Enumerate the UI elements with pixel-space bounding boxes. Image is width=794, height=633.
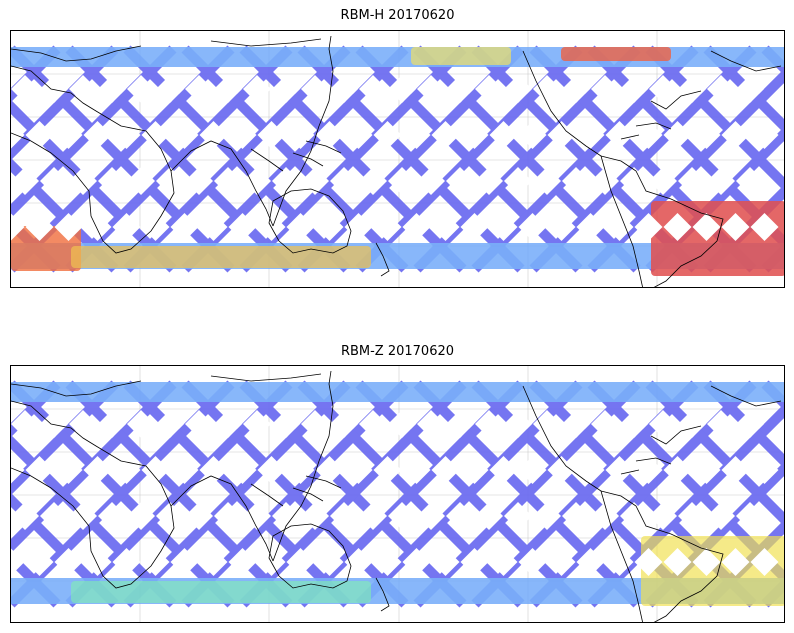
map-panel-top <box>10 30 785 288</box>
map-svg-bottom <box>11 366 784 622</box>
panel-title-top: RBM-H 20170620 <box>340 8 455 23</box>
lattice-gaps <box>11 410 779 576</box>
panel-title-bottom: RBM-Z 20170620 <box>340 344 455 359</box>
map-svg-top <box>11 31 784 287</box>
intensity-hotspots <box>11 47 784 276</box>
lattice-gaps <box>11 75 779 241</box>
map-panel-bottom <box>10 365 785 623</box>
coastlines <box>11 35 782 287</box>
coastlines <box>11 370 782 622</box>
